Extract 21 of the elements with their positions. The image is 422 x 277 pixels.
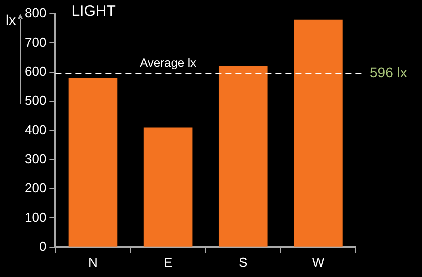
annotation: Average lx (140, 56, 197, 70)
y-tick-label: 400 (24, 122, 47, 138)
x-tick-label: E (164, 254, 173, 270)
chart-title: LIGHT (72, 3, 116, 20)
y-tick-label: 600 (24, 64, 47, 79)
x-tick-label: S (239, 254, 248, 270)
y-tick-label: 700 (24, 34, 47, 50)
y-tick-label: 200 (24, 180, 47, 196)
bar (294, 20, 343, 247)
y-tick-label: 800 (24, 6, 47, 21)
x-tick-label: N (88, 254, 98, 270)
y-tick-label: 300 (24, 151, 47, 166)
x-tick-label: W (312, 254, 326, 270)
y-tick-label: 500 (24, 93, 47, 108)
bar (218, 66, 268, 247)
bar (68, 78, 118, 247)
y-tick-label: 0 (39, 238, 47, 254)
y-axis-title: lx (6, 12, 16, 28)
ref-line-label: 596 lx (370, 64, 408, 80)
bar (144, 128, 193, 247)
y-tick-label: 100 (24, 210, 47, 225)
